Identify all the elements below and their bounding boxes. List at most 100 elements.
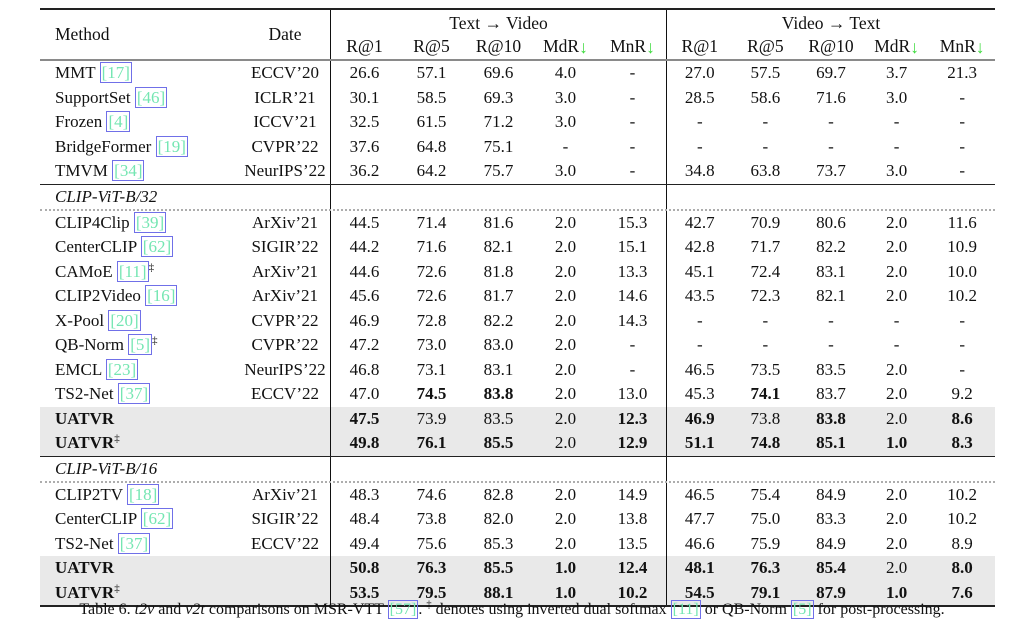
citation-link[interactable]: [16] (145, 285, 178, 306)
metric-cell: 15.3 (617, 212, 648, 232)
metric-cell: - (629, 359, 636, 379)
metrics-group-v2t: 46.6 75.9 84.9 2.0 8.9 (666, 531, 995, 556)
metric-cell: 72.6 (416, 261, 447, 281)
metric-cell: 3.0 (554, 161, 577, 180)
method-name: CenterCLIP (55, 237, 137, 256)
metric-cell: - (959, 359, 965, 379)
metrics-group-t2v: 49.4 75.6 85.3 2.0 13.5 (330, 531, 666, 556)
method-cell: CLIP4Clip [39] (40, 211, 240, 236)
section-header-row: CLIP-ViT-B/32 (40, 184, 995, 211)
metric-cell: - (828, 310, 834, 330)
metric-cell: 83.5 (483, 408, 514, 428)
double-dagger-mark: ‡ (152, 334, 158, 347)
section-header-label: CLIP-ViT-B/32 (55, 186, 158, 206)
metric-cell: 80.6 (816, 212, 846, 232)
metric-cell: 3.0 (554, 87, 577, 107)
metric-cell: - (696, 310, 703, 330)
metric-cell: 7.6 (951, 582, 973, 602)
metric-cell: 10.2 (947, 484, 978, 504)
metric-cell: 76.3 (750, 558, 781, 577)
metric-cell: 82.2 (816, 237, 846, 256)
method-cell: UATVR (40, 407, 240, 432)
citation-link[interactable]: [5] (128, 334, 153, 355)
method-cell: CLIP2Video [16] (40, 284, 240, 309)
table-row: UATVR 47.5 73.9 83.5 2.0 12.3 46.9 73.8 83.8 2.0 8… (40, 406, 995, 432)
metric-cell: 79.1 (750, 582, 781, 602)
metrics-group-v2t: ----- (666, 110, 995, 135)
citation-link[interactable]: [46] (134, 86, 168, 108)
date-cell (240, 431, 330, 456)
citation-link[interactable]: [17] (99, 62, 132, 83)
metric-cell: 69.6 (483, 63, 514, 82)
date-cell: SIGIR’22 (251, 509, 319, 528)
caption-text: or QB-Norm (700, 601, 791, 618)
metric-cell: 36.2 (349, 161, 380, 180)
metric-cell: 8.9 (951, 533, 973, 553)
metric-cell: 2.0 (885, 533, 908, 553)
citation-link[interactable]: [23] (105, 358, 139, 380)
method-cell: Frozen [4] (40, 110, 240, 135)
metrics-group-v2t: ----- (666, 134, 995, 159)
metrics-group-t2v: 37.6 64.8 75.1 - - (330, 134, 666, 159)
citation-link[interactable]: [34] (112, 160, 145, 181)
date-cell: SIGIR’22 (251, 237, 319, 256)
metric-cell: 1.0 (885, 433, 908, 452)
metric-cell: - (959, 136, 965, 156)
metric-cell: 84.9 (816, 484, 846, 504)
method-name: CLIP2TV (55, 484, 123, 504)
metric-cell: 73.5 (750, 359, 781, 379)
method-name: CenterCLIP (55, 509, 137, 528)
table-row: QB-Norm [5] ‡ CVPR’22 47.2 73.0 83.0 2.0 - - - - - - (40, 333, 995, 358)
date-cell: ArXiv’21 (251, 261, 319, 281)
metric-cell: 11.6 (947, 212, 977, 232)
method-name: UATVR (55, 558, 115, 577)
metric-cell: 83.0 (483, 335, 514, 354)
citation-link[interactable]: [11] (670, 600, 701, 619)
metric-cell: 74.8 (750, 433, 781, 452)
metrics-group-v2t: 46.9 73.8 83.8 2.0 8.6 (666, 406, 995, 431)
table-row: Frozen [4] ICCV’21 32.5 61.5 71.2 3.0 - - - - - - (40, 110, 995, 135)
citation-link[interactable]: [37] (117, 532, 151, 554)
metric-cell: 12.3 (617, 408, 648, 428)
metric-cell: 73.0 (416, 335, 447, 354)
down-arrow-icon: ↓ (646, 37, 655, 57)
citation-link[interactable]: [39] (133, 211, 167, 233)
metric-cell: - (629, 112, 636, 131)
metrics-group-t2v: 26.6 57.1 69.6 4.0 - (330, 61, 666, 86)
method-name: UATVR (55, 582, 115, 602)
double-dagger-mark: ‡ (114, 581, 120, 594)
metrics-group-t2v: 47.2 73.0 83.0 2.0 - (330, 333, 666, 358)
citation-link[interactable]: [11] (116, 260, 149, 282)
citation-link[interactable]: [18] (126, 483, 160, 505)
citation-link[interactable]: [62] (140, 508, 174, 529)
metric-cell: 46.5 (684, 359, 715, 379)
metric-cell: 87.9 (816, 582, 846, 602)
metrics-group-t2v: 49.8 76.1 85.5 2.0 12.9 (330, 431, 666, 456)
metric-cell: 76.1 (416, 433, 447, 452)
metric-cell: 73.8 (750, 408, 781, 428)
metric-cell: 82.2 (483, 310, 514, 330)
citation-link[interactable]: [37] (117, 383, 151, 404)
metric-cell: 13.3 (617, 261, 648, 281)
metric-cell: 30.1 (349, 87, 380, 107)
citation-link[interactable]: [19] (155, 135, 188, 157)
citation-link[interactable]: [57] (387, 600, 419, 619)
citation-link[interactable]: [5] (790, 600, 814, 619)
citation-link[interactable]: [20] (108, 309, 141, 331)
metric-cell: 85.1 (816, 433, 846, 452)
table-row: CenterCLIP [62] SIGIR’22 44.2 71.6 82.1 2.0 15… (40, 235, 995, 260)
citation-link[interactable]: [62] (140, 236, 174, 257)
metric-cell: 47.5 (349, 408, 380, 428)
metric-cell: - (696, 335, 703, 354)
metric-cell: 79.5 (416, 582, 447, 602)
citation-link[interactable]: [4] (106, 111, 131, 132)
metric-cell: 71.6 (816, 87, 846, 107)
metric-cell: 2.0 (554, 509, 577, 528)
metric-cell: 2.0 (554, 310, 577, 330)
metric-cell: 2.0 (885, 408, 908, 428)
caption-text: for post-processing. (813, 601, 945, 618)
down-arrow-icon: ↓ (579, 37, 588, 57)
method-name: TMVM (55, 161, 108, 180)
metric-cell: 83.5 (816, 359, 846, 379)
metric-cell: 75.6 (416, 533, 447, 553)
